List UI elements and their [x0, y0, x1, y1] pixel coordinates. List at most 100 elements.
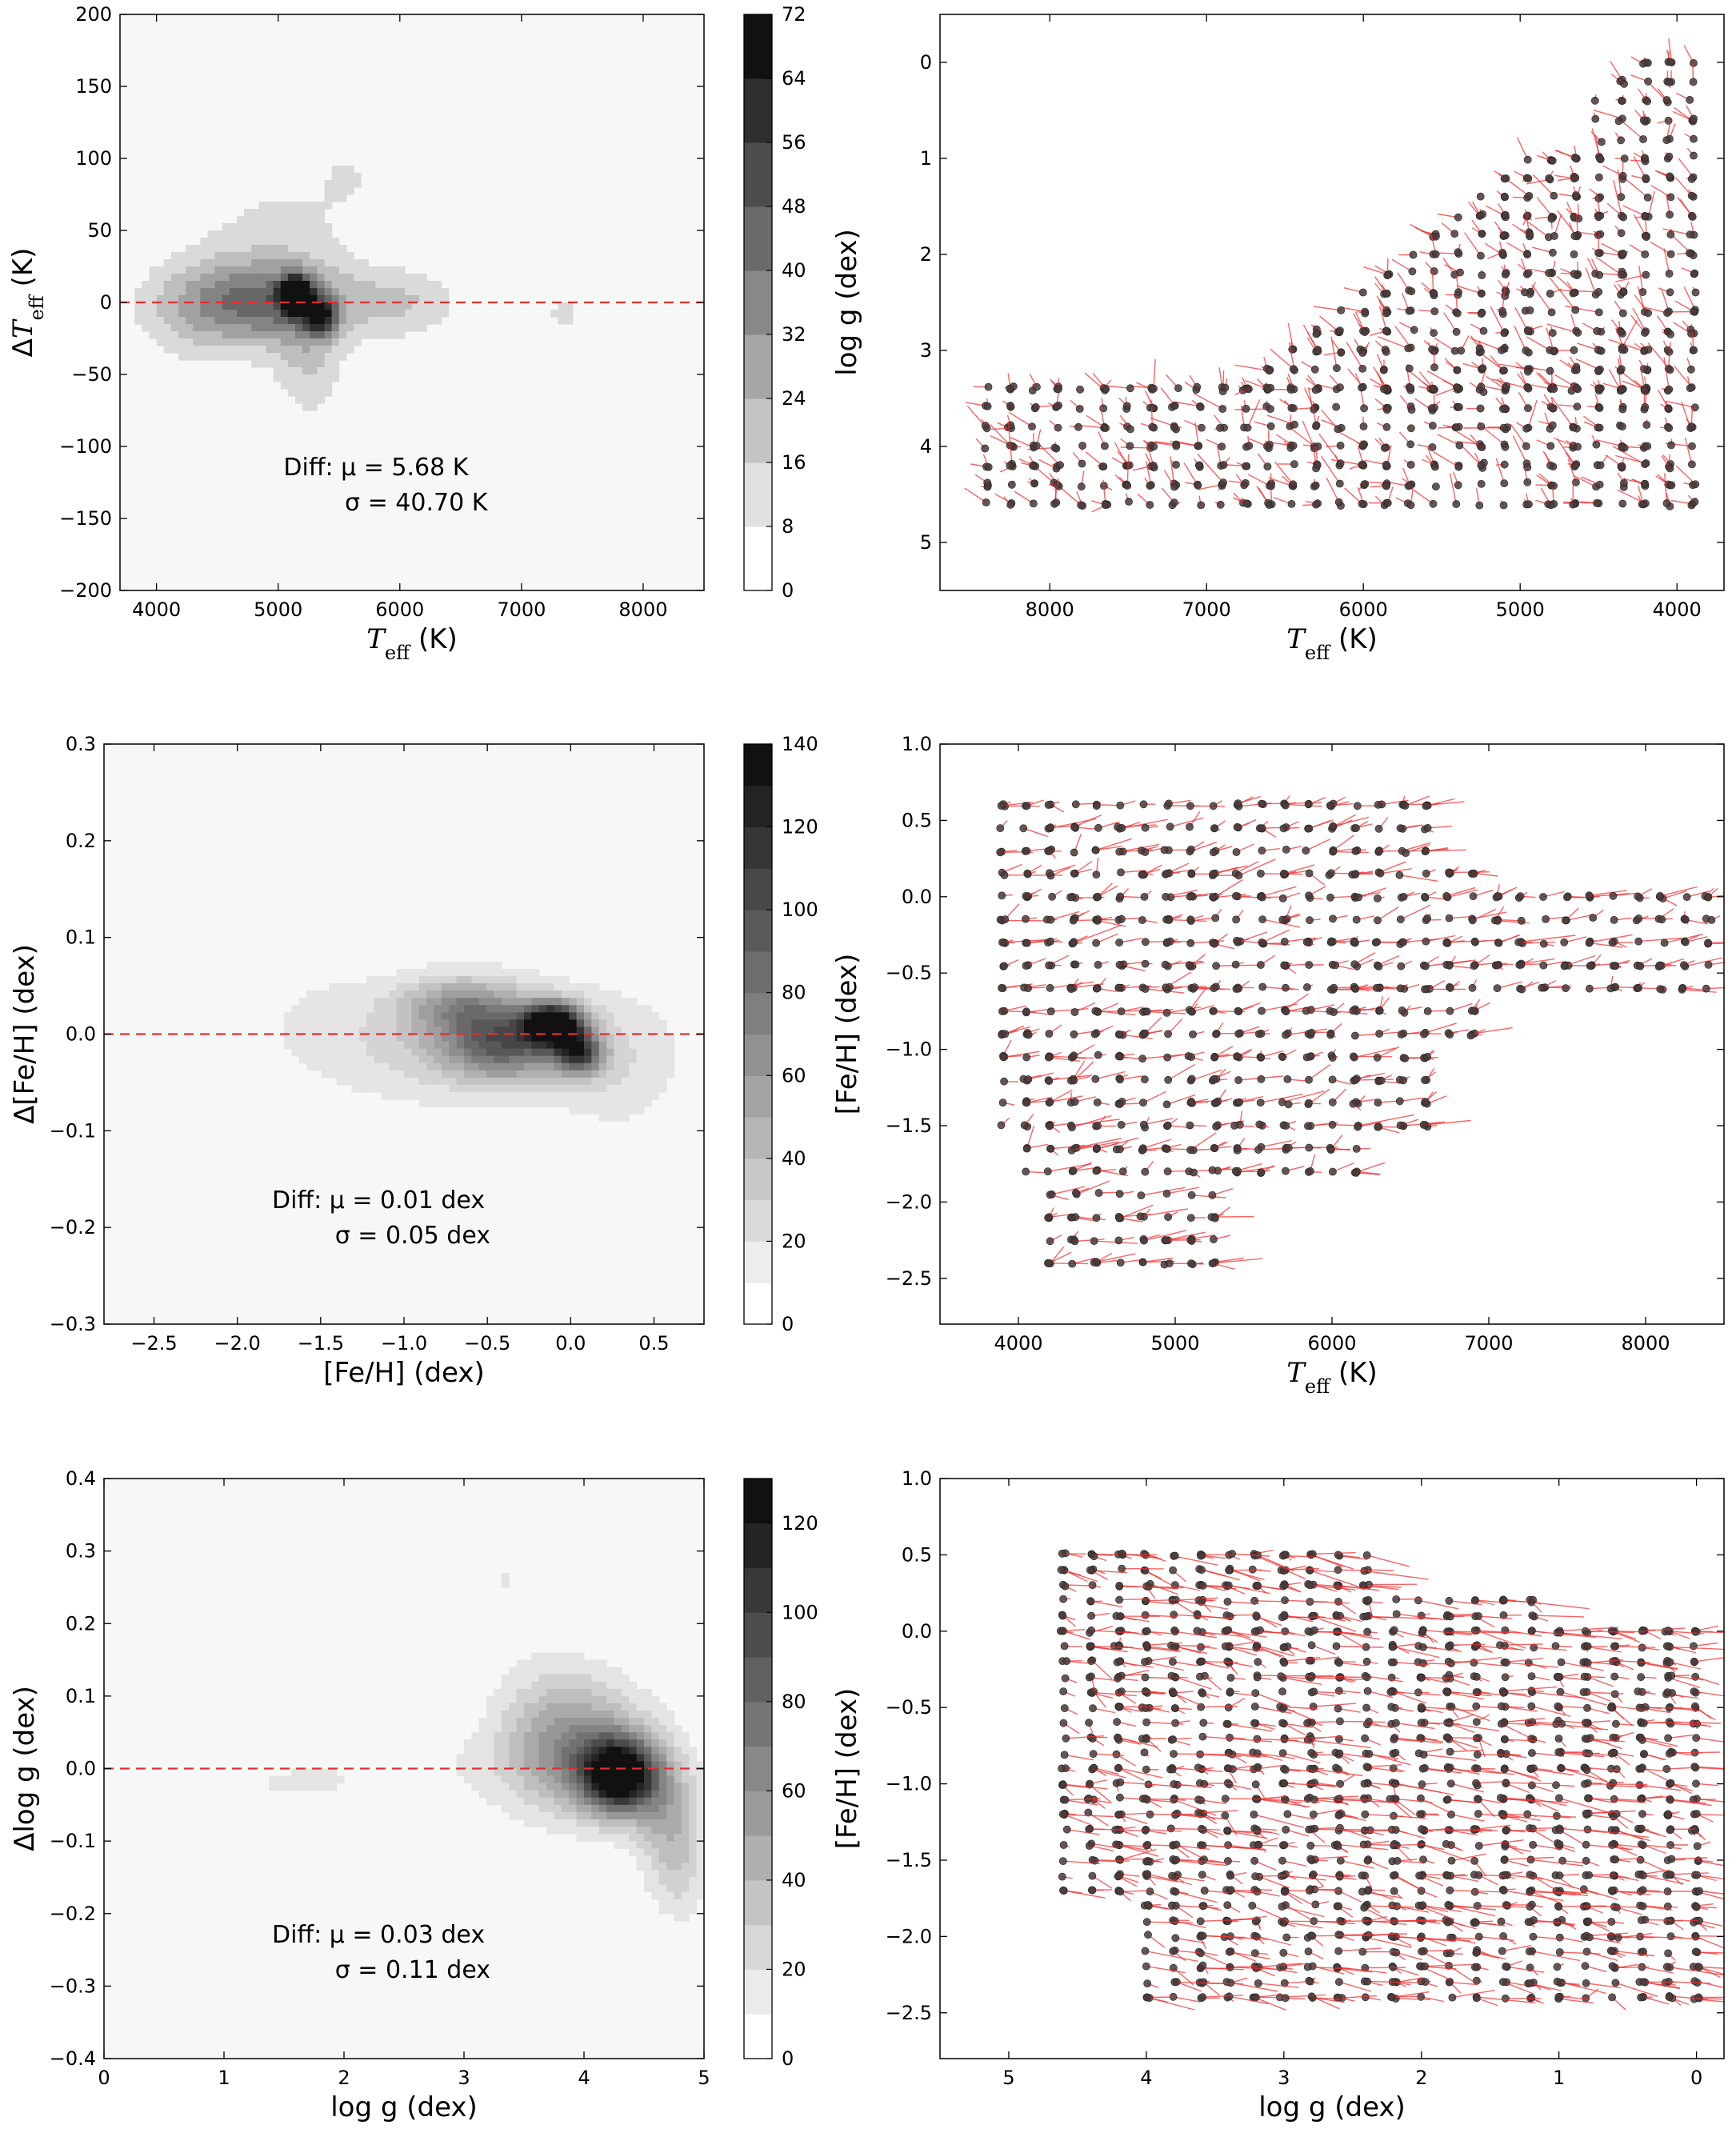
density-cell — [501, 1077, 510, 1086]
density-cell — [538, 998, 547, 1006]
density-cell — [251, 281, 259, 289]
colorbar-band — [744, 1199, 772, 1242]
star-point — [1406, 383, 1415, 392]
star-point — [1548, 421, 1557, 430]
star-point — [1150, 442, 1158, 450]
density-cell — [516, 1747, 525, 1755]
density-cell — [629, 1092, 638, 1100]
density-cell — [546, 1804, 555, 1813]
density-cell — [411, 1012, 420, 1020]
star-point — [1690, 151, 1698, 160]
density-cell — [531, 1681, 540, 1690]
density-cell — [237, 302, 245, 310]
density-cell — [411, 1019, 420, 1028]
density-cell — [674, 1732, 682, 1740]
density-cell — [266, 310, 274, 318]
star-point — [998, 938, 1006, 946]
density-cell — [531, 1041, 540, 1050]
star-point — [1666, 464, 1674, 473]
density-cell — [658, 1891, 667, 1900]
density-cell — [471, 1783, 480, 1791]
star-point — [1116, 892, 1125, 901]
density-cell — [397, 310, 406, 318]
density-cell — [354, 331, 362, 339]
density-cell — [170, 346, 179, 354]
density-cell — [321, 1055, 330, 1064]
density-cell — [324, 281, 333, 289]
density-cell — [449, 1099, 458, 1107]
density-cell — [644, 1877, 652, 1886]
offset-vector — [1050, 910, 1080, 921]
density-cell — [142, 302, 150, 310]
star-point — [1430, 267, 1438, 275]
density-cell — [449, 976, 458, 984]
density-cell — [222, 317, 230, 325]
density-cell — [338, 338, 347, 346]
density-cell — [321, 1062, 330, 1071]
density-cell — [358, 1012, 367, 1020]
density-cell — [636, 1775, 645, 1784]
density-cell — [471, 1041, 480, 1050]
density-cell — [538, 1667, 547, 1675]
label-part: log g (dex) — [330, 2091, 478, 2123]
star-point — [1618, 97, 1626, 106]
density-cell — [366, 998, 375, 1006]
density-cell — [614, 1783, 622, 1791]
density-cell — [591, 1099, 600, 1107]
density-cell — [561, 1026, 570, 1035]
star-point — [1640, 346, 1649, 355]
density-cell — [295, 360, 303, 368]
density-cell — [314, 1783, 322, 1791]
density-cell — [538, 1718, 547, 1726]
star-point — [1031, 402, 1040, 411]
star-point — [1101, 501, 1110, 509]
star-point — [1336, 383, 1344, 391]
star-point — [1219, 478, 1227, 487]
star-point — [1687, 330, 1695, 338]
offset-vector — [1142, 1091, 1166, 1103]
density-cell — [273, 324, 282, 332]
density-cell — [554, 1827, 562, 1835]
density-cell — [591, 1667, 600, 1675]
density-cell — [302, 209, 310, 217]
density-cell — [576, 1005, 585, 1013]
colorbar-tick-label: 64 — [782, 67, 806, 90]
density-cell — [636, 1062, 645, 1071]
density-cell — [411, 1077, 420, 1086]
density-cell — [404, 1019, 412, 1028]
density-cell — [418, 998, 427, 1006]
density-cell — [287, 274, 296, 282]
density-cell — [291, 1005, 300, 1013]
density-cell — [531, 1790, 540, 1799]
density-cell — [569, 1048, 578, 1057]
density-cell — [636, 1005, 645, 1013]
density-cell — [426, 1041, 435, 1050]
density-cell — [524, 1048, 532, 1057]
density-cell — [644, 1855, 652, 1863]
label-part: log g (dex) — [831, 229, 863, 376]
density-cell — [193, 259, 201, 267]
density-cell — [321, 1012, 330, 1020]
density-cell — [331, 259, 340, 267]
star-point — [1334, 425, 1342, 434]
offset-vector — [1314, 306, 1342, 311]
density-cell — [346, 252, 354, 260]
label-part: T — [366, 623, 386, 655]
density-cell — [494, 998, 502, 1006]
star-point — [1592, 440, 1601, 449]
density-cell — [338, 346, 347, 354]
density-cell — [302, 317, 310, 325]
offset-vector — [1119, 1217, 1143, 1223]
star-point — [1666, 172, 1674, 181]
density-cell — [644, 1048, 652, 1057]
star-point — [1094, 823, 1102, 832]
density-cell — [554, 1026, 562, 1035]
star-point — [1289, 480, 1298, 489]
density-cell — [554, 990, 562, 998]
offset-vector — [1048, 1056, 1080, 1062]
density-cell — [621, 1019, 630, 1028]
star-point — [1664, 404, 1673, 413]
density-cell — [295, 288, 303, 296]
density-cell — [412, 288, 420, 296]
